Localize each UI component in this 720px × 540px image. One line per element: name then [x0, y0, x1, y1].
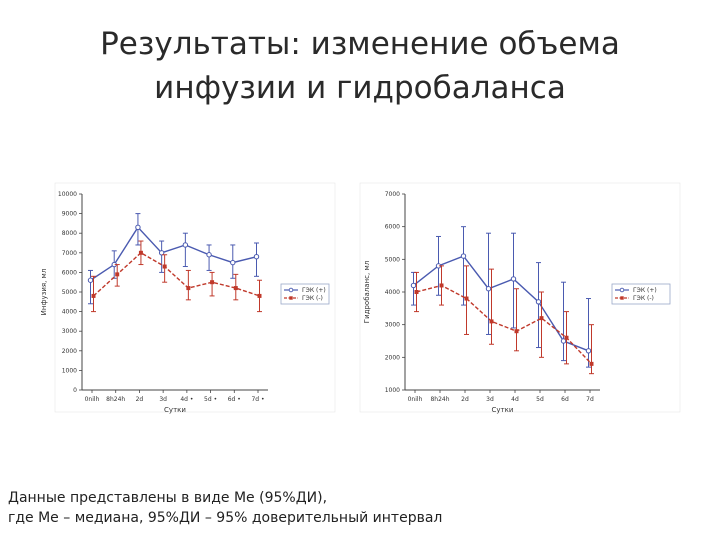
hydrobalance-x-tick-label: 0nilh: [408, 396, 423, 403]
hydrobalance-y-tick-label: 7000: [385, 191, 400, 198]
hydrobalance-point: [489, 319, 494, 324]
hydrobalance-x-tick-label: 8h24h: [430, 396, 449, 403]
infusion-x-axis-title: Сутки: [164, 406, 186, 414]
footnote-line1: Данные представлены в виде Ме (95%ДИ),: [8, 490, 328, 506]
hydrobalance-point: [589, 361, 594, 366]
hydrobalance-point: [439, 283, 444, 288]
hydrobalance-y-tick-label: 6000: [385, 224, 400, 231]
hydrobalance-x-tick-label: 7d: [586, 396, 594, 403]
hydrobalance-point: [510, 276, 517, 282]
infusion-point: [257, 293, 262, 298]
infusion-y-tick-label: 7000: [62, 250, 77, 257]
slide-title-line2: инфузии и гидробаланса: [154, 70, 566, 106]
hydrobalance-legend-label: ГЭК (-): [633, 295, 654, 302]
hydrobalance-x-tick-label: 4d: [511, 396, 519, 403]
hydrobalance-legend: [611, 283, 671, 305]
hydrobalance-point: [535, 299, 542, 305]
infusion-x-tick-label: 3d: [159, 396, 167, 403]
hydrobalance-point: [539, 316, 544, 321]
hydrobalance-point: [460, 253, 467, 259]
infusion-y-tick-label: 4000: [62, 309, 77, 316]
infusion-point: [87, 277, 94, 283]
hydrobalance-y-tick-label: 4000: [385, 289, 400, 296]
hydrobalance-frame: [359, 182, 681, 413]
hydrobalance-y-tick-label: 1000: [385, 387, 400, 394]
infusion-x-tick-label: 0nilh: [85, 396, 100, 403]
infusion-point: [230, 259, 236, 266]
hydrobalance-point: [560, 338, 567, 344]
hydrobalance-x-tick-label: 3d: [486, 396, 494, 403]
infusion-point: [233, 286, 238, 291]
hydrobalance-point: [414, 290, 419, 294]
hydrobalance-series-line: [416, 284, 593, 365]
infusion-y-tick-label: 9000: [62, 211, 77, 218]
slide-title-line1: Результаты: изменение объема: [100, 26, 620, 62]
hydrobalance-series-line: [413, 255, 589, 352]
infusion-legend-marker: [288, 287, 294, 293]
hydrobalance-x-tick-label: 5d: [536, 396, 544, 403]
hydrobalance-point: [464, 296, 469, 301]
infusion-y-tick-label: 10000: [58, 191, 77, 198]
infusion-point: [138, 250, 143, 255]
infusion-y-tick-label: 3000: [62, 328, 77, 335]
hydrobalance-y-tick-label: 5000: [385, 256, 400, 263]
infusion-x-tick-label: 5d •: [204, 396, 217, 403]
hydrobalance-legend-marker: [620, 296, 624, 300]
hydrobalance-y-tick-label: 3000: [385, 322, 400, 329]
slide-title: Результаты: изменение объема инфузии и г…: [0, 22, 720, 110]
infusion-point: [253, 254, 260, 260]
hydrobalance-legend-marker: [619, 287, 625, 293]
infusion-y-tick-label: 5000: [62, 289, 77, 296]
infusion-y-tick-label: 1000: [62, 367, 77, 374]
infusion-x-tick-label: 2d: [136, 396, 144, 403]
infusion-point: [115, 272, 120, 277]
hydrobalance-y-tick-label: 2000: [385, 354, 400, 361]
infusion-series-line: [93, 251, 260, 297]
infusion-point: [206, 252, 212, 258]
infusion-x-tick-label: 6d •: [228, 396, 241, 403]
infusion-x-tick-label: 4d •: [180, 396, 193, 403]
hydrobalance-y-axis-title: Гидробаланс, мл: [363, 261, 371, 323]
infusion-point: [182, 242, 189, 248]
infusion-series-line: [90, 226, 257, 281]
infusion-y-tick-label: 0: [73, 387, 77, 394]
hydrobalance-legend-label: ГЭК (+): [633, 287, 657, 294]
infusion-legend-marker: [289, 296, 293, 300]
infusion-point: [135, 224, 141, 231]
hydrobalance-point: [564, 335, 569, 340]
hydrobalance-point: [514, 329, 519, 334]
infusion-point: [91, 293, 96, 298]
infusion-point: [186, 286, 191, 291]
footnote: Данные представлены в виде Ме (95%ДИ), г…: [8, 488, 442, 528]
hydrobalance-point: [485, 286, 492, 292]
hydrobalance-point: [410, 282, 417, 289]
hydrobalance-x-tick-label: 6d: [561, 396, 569, 403]
infusion-y-tick-label: 8000: [62, 230, 77, 237]
infusion-frame: [54, 182, 336, 413]
infusion-y-tick-label: 6000: [62, 269, 77, 276]
infusion-legend-label: ГЭК (+): [302, 287, 326, 294]
footnote-line2: где Ме – медиана, 95%ДИ – 95% доверитель…: [8, 510, 443, 526]
infusion-point: [162, 264, 167, 269]
infusion-point: [210, 280, 215, 285]
infusion-x-tick-label: 8h24h: [106, 396, 125, 403]
infusion-x-tick-label: 7d •: [251, 396, 264, 403]
hydrobalance-x-axis-title: Сутки: [492, 406, 514, 414]
infusion-point: [158, 250, 165, 256]
infusion-legend-label: ГЭК (-): [302, 295, 323, 302]
infusion-y-axis-title: Инфузия, мл: [40, 269, 48, 316]
hydrobalance-point: [585, 348, 592, 354]
hydrobalance-x-tick-label: 2d: [461, 396, 469, 403]
infusion-y-tick-label: 2000: [62, 348, 77, 355]
